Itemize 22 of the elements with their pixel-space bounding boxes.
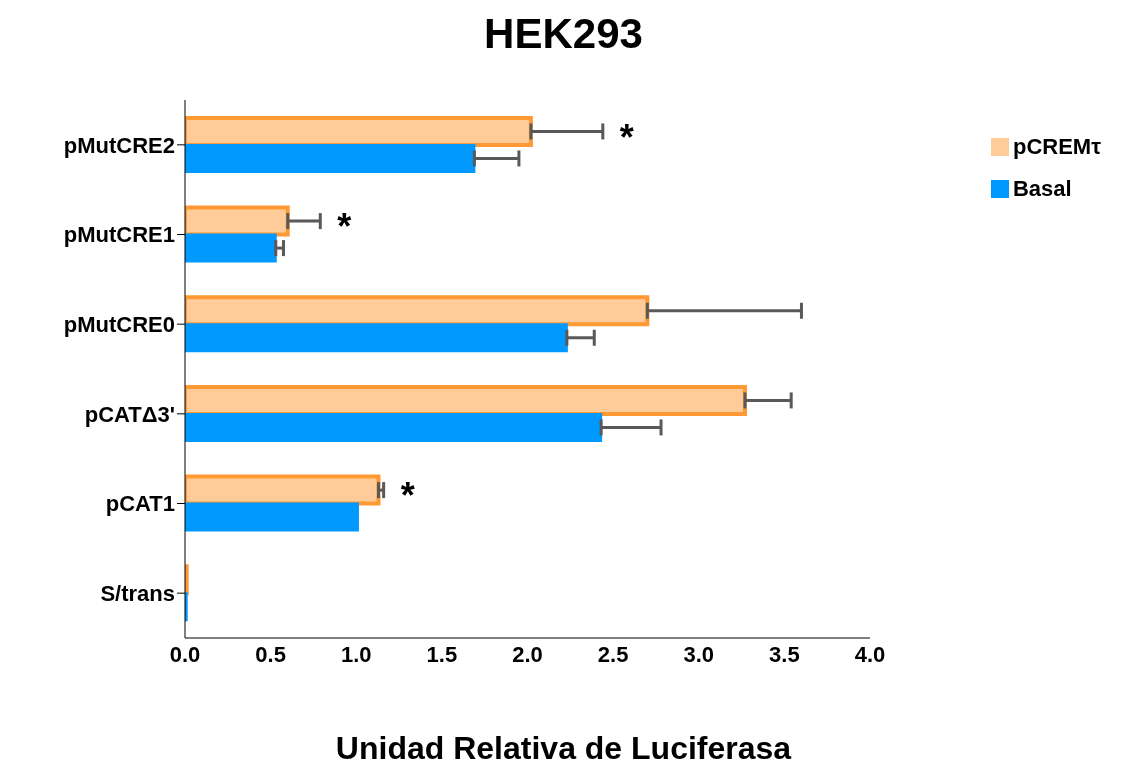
annotation: * — [400, 475, 415, 517]
x-tick-label: 4.0 — [854, 641, 886, 667]
x-tick-label: 3.0 — [683, 641, 715, 667]
y-tick-label: S/trans — [100, 580, 175, 606]
x-tick-label: 0.5 — [255, 641, 286, 667]
x-tick-label: 1.5 — [426, 641, 458, 667]
legend-label: pCREMτ — [1012, 134, 1101, 160]
x-tick-label: 1.0 — [340, 641, 372, 667]
annotation: * — [337, 206, 352, 248]
x-tick-label: 3.5 — [769, 641, 800, 667]
x-tick-label: 2.5 — [597, 641, 629, 667]
legend-label: Basal — [1012, 176, 1072, 202]
x-tick-label: 0.0 — [169, 641, 201, 667]
chart-title: HEK293 — [483, 10, 644, 58]
y-tick-label: pMutCRE0 — [63, 311, 175, 337]
x-tick-label: 2.0 — [512, 641, 543, 667]
y-tick-label: pCATΔ3' — [84, 401, 175, 427]
annotation: * — [619, 116, 634, 158]
x-axis-title: Unidad Relativa de Luciferasa — [334, 730, 793, 767]
y-tick-label: pMutCRE1 — [63, 222, 175, 248]
y-tick-label: pCAT1 — [105, 491, 175, 517]
y-tick-label: pMutCRE2 — [63, 132, 175, 158]
